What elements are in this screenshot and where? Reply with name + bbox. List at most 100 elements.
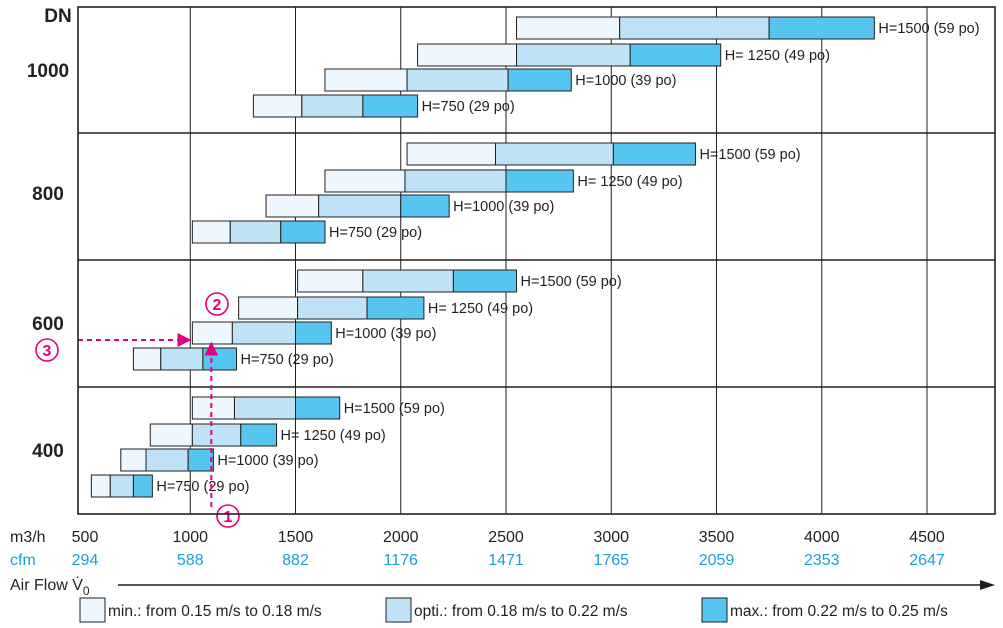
bar-dn400-row0-opti — [233, 396, 296, 420]
cfm-tick-label-2647: 2647 — [909, 552, 945, 569]
bar-dn600-row3-opti — [160, 347, 204, 371]
bar-dn800-row0-min — [406, 142, 496, 166]
bar-dn600-row1-opti — [297, 296, 368, 320]
bar-dn600-row2-opti — [231, 321, 297, 345]
legend: min.: from 0.15 m/s to 0.18 m/s opti.: fr… — [79, 597, 948, 623]
annotation-circle-2-label: 2 — [213, 297, 222, 314]
bar-dn1000-row1-opti — [516, 43, 631, 67]
bar-dn600-row2-max — [295, 321, 332, 345]
bar-dn800-row1-opti — [404, 169, 507, 193]
bar-dn600-row1-max — [366, 296, 425, 320]
bar-label-dn1000-row2: H=1000 (39 po) — [575, 73, 676, 89]
dn-label-1000: 1000 — [27, 61, 69, 82]
cfm-tick-label-1176: 1176 — [384, 552, 419, 569]
bar-label-dn600-row1: H= 1250 (49 po) — [428, 301, 533, 317]
bar-dn400-row2-opti — [145, 448, 189, 472]
x-unit-label: m3/h — [10, 529, 46, 546]
x-tick-label-4500: 4500 — [909, 529, 945, 546]
dn-label-600: 600 — [32, 314, 64, 335]
x-tick-label-3000: 3000 — [593, 529, 629, 546]
x-tick-label-4000: 4000 — [804, 529, 840, 546]
bar-label-dn800-row0: H=1500 (59 po) — [699, 147, 800, 163]
bar-dn1000-row3-max — [362, 94, 419, 118]
bar-dn400-row0-min — [191, 396, 235, 420]
bar-label-dn800-row1: H= 1250 (49 po) — [577, 174, 682, 190]
bar-dn400-row3-max — [132, 474, 153, 498]
bar-dn400-row1-min — [149, 423, 193, 447]
x-tick-label-500: 500 — [72, 529, 99, 546]
bar-dn800-row3-opti — [229, 220, 282, 244]
cfm-tick-label-1765: 1765 — [593, 552, 629, 569]
y-axis-title: DN — [44, 6, 71, 27]
x-axis-title: Air Flow V̇0 — [10, 576, 90, 598]
bar-dn800-row2-max — [400, 194, 450, 218]
annotation-circle-2 — [205, 292, 229, 316]
legend-label-max: max.: from 0.22 m/s to 0.25 m/s — [730, 603, 948, 620]
bar-dn1000-row0-opti — [619, 16, 770, 40]
bar-dn600-row1-min — [238, 296, 299, 320]
bar-label-dn600-row2: H=1000 (39 po) — [335, 326, 436, 342]
annotation-circle-1 — [216, 504, 240, 528]
bar-dn800-row0-opti — [494, 142, 614, 166]
bar-label-dn1000-row0: H=1500 (59 po) — [878, 21, 979, 37]
bar-label-dn1000-row3: H=750 (29 po) — [422, 99, 515, 115]
bar-dn400-row2-min — [120, 448, 147, 472]
legend-swatch-opti — [385, 597, 412, 623]
bar-dn400-row1-opti — [191, 423, 242, 447]
bar-label-dn800-row2: H=1000 (39 po) — [453, 199, 554, 215]
bar-dn400-row1-max — [240, 423, 278, 447]
dn-label-400: 400 — [32, 441, 64, 462]
bar-dn800-row2-min — [265, 194, 320, 218]
legend-label-min: min.: from 0.15 m/s to 0.18 m/s — [108, 603, 322, 620]
bar-label-dn400-row3: H=750 (29 po) — [156, 479, 249, 495]
cfm-tick-label-294: 294 — [72, 552, 99, 569]
bar-dn600-row0-max — [452, 269, 518, 293]
bar-dn1000-row1-max — [629, 43, 722, 67]
bar-dn400-row2-max — [187, 448, 214, 472]
cfm-tick-label-1471: 1471 — [488, 552, 524, 569]
bar-dn400-row0-max — [295, 396, 341, 420]
annotation-layer: 1 2 3 — [35, 292, 240, 528]
bar-dn1000-row1-min — [417, 43, 518, 67]
bar-dn600-row0-opti — [362, 269, 454, 293]
bar-dn800-row2-opti — [318, 194, 402, 218]
bar-label-dn600-row0: H=1500 (59 po) — [521, 274, 622, 290]
bar-label-dn400-row0: H=1500 (59 po) — [344, 401, 445, 417]
dn-label-800: 800 — [32, 184, 64, 205]
legend-swatch-min — [79, 597, 106, 623]
bar-dn600-row2-min — [191, 321, 233, 345]
bar-dn600-row0-min — [297, 269, 364, 293]
bar-dn400-row3-opti — [109, 474, 134, 498]
annotation-circle-3 — [35, 338, 59, 362]
x-tick-labels: 500 1000 1500 2000 2500 3000 3500 4000 4500 — [72, 529, 945, 546]
x-tick-label-2000: 2000 — [383, 529, 419, 546]
bar-dn1000-row3-min — [252, 94, 303, 118]
bar-dn1000-row2-opti — [406, 68, 509, 92]
bar-label-dn800-row3: H=750 (29 po) — [329, 225, 422, 241]
cfm-tick-labels: 294 588 882 1176 1471 1765 2059 2353 2647 — [72, 552, 945, 569]
cfm-tick-label-2059: 2059 — [699, 552, 735, 569]
x-axis-arrowhead — [980, 580, 995, 590]
bar-dn600-row3-min — [132, 347, 162, 371]
cfm-tick-label-2353: 2353 — [804, 552, 840, 569]
annotation-circle-1-label: 1 — [224, 509, 233, 526]
bar-dn800-row1-min — [324, 169, 406, 193]
cfm-tick-label-588: 588 — [177, 552, 204, 569]
cfm-unit-label: cfm — [10, 552, 36, 569]
annotation-circle-3-label: 3 — [43, 343, 52, 360]
bar-dn1000-row3-opti — [301, 94, 364, 118]
dn-labels: 1000 800 600 400 — [27, 61, 69, 462]
x-tick-label-1500: 1500 — [278, 529, 314, 546]
bar-dn1000-row2-max — [507, 68, 572, 92]
legend-label-opti: opti.: from 0.18 m/s to 0.22 m/s — [414, 603, 628, 620]
bar-dn1000-row0-min — [516, 16, 621, 40]
bar-label-dn600-row3: H=750 (29 po) — [241, 352, 334, 368]
bar-dn800-row1-max — [505, 169, 574, 193]
bar-label-dn1000-row1: H= 1250 (49 po) — [725, 48, 830, 64]
bar-dn800-row3-max — [280, 220, 326, 244]
bar-dn800-row3-min — [191, 220, 231, 244]
bar-dn1000-row0-max — [768, 16, 875, 40]
bar-label-dn400-row1: H= 1250 (49 po) — [281, 428, 386, 444]
bar-dn400-row3-min — [90, 474, 111, 498]
